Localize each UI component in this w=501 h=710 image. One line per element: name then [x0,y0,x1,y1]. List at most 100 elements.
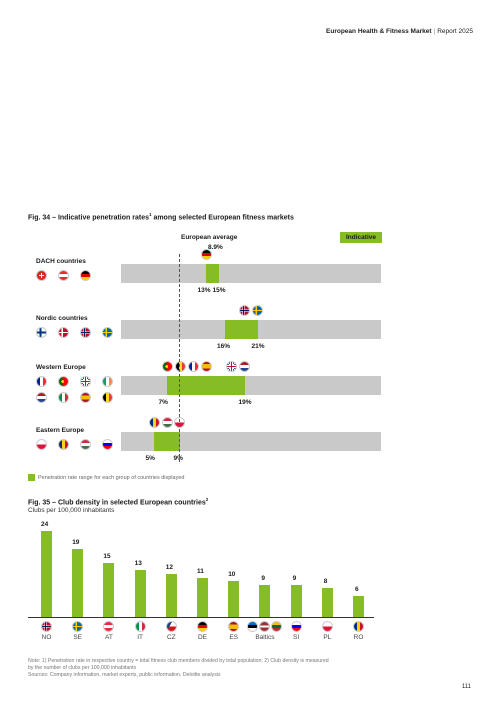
indicative-badge: Indicative [340,232,382,243]
density-value-label: 12 [165,564,174,571]
fig35-subtitle: Clubs per 100,000 inhabitants [28,507,115,514]
density-bar [72,548,84,617]
report-title: European Health & Fitness Market [326,28,432,35]
flag-ro-icon [148,417,160,428]
region-label: DACH countries [36,258,86,265]
range-bar-bg [121,264,381,283]
flag-ee-icon [247,621,259,632]
european-average-line [178,254,180,462]
flag-hu-icon [80,439,91,450]
density-value-label: 9 [261,574,266,582]
flag-be-icon [102,392,113,403]
flag-si-icon [290,621,302,632]
flag-hu-icon [161,417,173,428]
density-bar [290,584,302,617]
category-label: Baltics [255,634,275,641]
range-bar [166,376,245,395]
flag-fr-icon [36,376,47,387]
flag-at-icon [58,270,69,281]
range-low-label: 5% [145,455,155,462]
flag-ch-icon [36,270,47,281]
region-label: Nordic countries [36,315,88,322]
note-line: Sources: Company information, market exp… [28,672,221,678]
notes: Note: 1) Penetration rate in respective … [28,658,329,679]
density-bar [197,577,208,617]
flag-it-icon [58,392,69,403]
flag-fr-icon [187,361,199,372]
range-high-label: 21% [251,343,265,350]
fig34-title: Fig. 34 – Indicative penetration rates1 … [28,212,294,222]
flag-ro-icon [353,621,364,632]
european-average-value: 8.9% [208,244,223,251]
flag-se-icon [72,621,84,632]
range-high-label: 19% [238,399,252,406]
range-low-label: 7% [158,399,168,406]
flag-no-icon [80,327,91,338]
flag-pl-icon [36,439,47,450]
flag-fi-icon [36,327,47,338]
flag-es-icon [200,361,212,372]
report-header: European Health & Fitness Market | Report … [326,28,473,35]
flag-se-icon [102,327,113,338]
x-axis-line [28,617,374,618]
flag-nl-icon [36,392,47,403]
density-value-label: 8 [323,578,328,586]
density-bar [321,588,333,617]
category-label: AT [104,634,113,641]
flag-es-icon [228,621,240,632]
range-bar [153,432,180,451]
range-bar-bg [121,376,381,395]
flag-gb-icon [225,361,237,372]
density-bar [134,570,146,617]
flag-lt-icon [271,621,283,632]
range-bar [225,320,258,339]
category-label: DE [197,634,208,641]
density-bar [259,584,271,617]
category-label: CZ [166,634,176,641]
flag-pt-icon [58,376,69,387]
report-subtitle: Report 2025 [437,28,473,35]
density-bar [165,574,177,617]
flag-lv-icon [259,621,271,632]
flag-be-icon [174,361,186,372]
flag-ie-icon [102,376,113,387]
flag-de-icon [80,270,91,281]
region-label: Eastern Europe [36,427,85,434]
flag-nl-icon [238,361,250,372]
density-value-label: 10 [228,571,236,579]
density-value-label: 13 [134,560,142,568]
flag-de-icon [197,621,208,632]
density-bar [228,581,240,617]
flag-es-icon [80,392,91,403]
fig35-title: Fig. 35 – Club density in selected Europ… [28,497,209,507]
region-label: Western Europe [36,364,86,371]
flag-cz-icon [165,621,177,632]
category-label: SE [73,634,83,641]
category-label: IT [137,634,143,641]
flag-pt-icon [161,361,173,372]
page-number: 111 [461,684,471,690]
flag-si-icon [102,439,113,450]
range-low-label: 16% [217,343,231,350]
legend-text: Penetration rate range for each group of… [38,475,185,481]
note-line: by the number of clubs per 100,000 inhab… [28,665,137,671]
range-bar [205,264,219,283]
legend-swatch [28,474,35,481]
note-line: Note: 1) Penetration rate in respective … [28,658,329,664]
flag-pl-icon [321,621,333,632]
flag-de-icon [200,249,212,260]
density-value-label: 15 [103,553,111,561]
density-value-label: 19 [72,538,80,546]
european-average-label: European average [181,234,238,241]
flag-dk-icon [58,327,69,338]
density-bar [103,563,115,617]
range-high-label: 9% [173,455,183,462]
category-label: PL [323,634,332,641]
flag-at-icon [103,621,115,632]
flag-it-icon [134,621,146,632]
density-bar [353,595,364,617]
range-high-label: 15% [212,287,226,294]
density-bar [41,531,52,617]
range-bar-bg [121,432,381,451]
density-value-label: 24 [41,521,49,528]
